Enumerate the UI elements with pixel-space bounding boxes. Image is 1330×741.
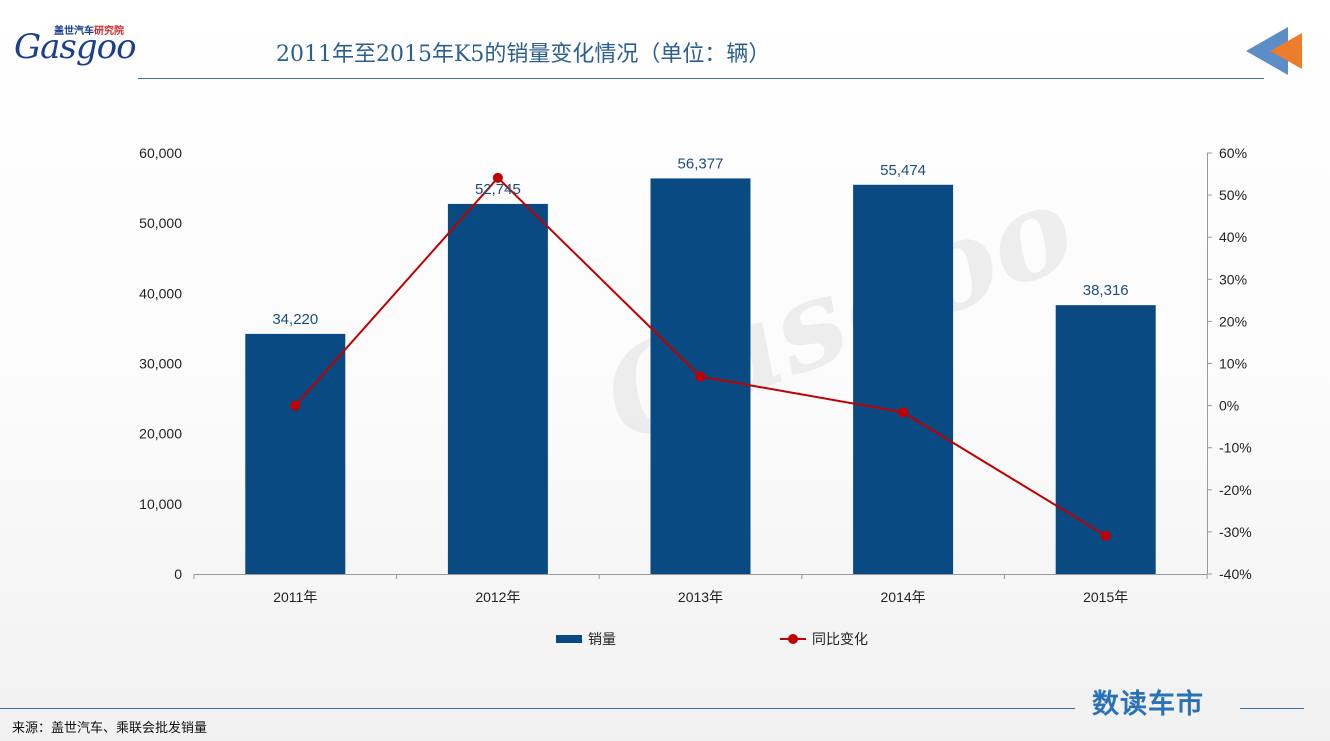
y-right-tick-label: 50% — [1219, 187, 1247, 203]
legend-line-label: 同比变化 — [812, 631, 868, 647]
yoy-point — [290, 400, 301, 411]
logo-cn-text: 盖世汽车研究院 — [54, 26, 124, 37]
legend-line-marker — [788, 634, 798, 644]
footer-divider-right — [1240, 708, 1304, 709]
x-tick-label: 2011年 — [273, 589, 317, 605]
bar-value-label: 38,316 — [1083, 282, 1129, 299]
corner-arrow-icon — [1246, 27, 1302, 75]
x-tick-label: 2014年 — [881, 589, 926, 605]
y-left-tick-label: 10,000 — [139, 496, 182, 512]
y-left-tick-label: 50,000 — [139, 215, 182, 231]
bar-1 — [447, 203, 548, 574]
y-right-tick-label: -10% — [1219, 440, 1252, 456]
yoy-point — [695, 371, 706, 382]
logo-brand: Gasgoo — [14, 27, 137, 67]
bar-value-label: 56,377 — [678, 155, 724, 172]
y-right-tick-label: 40% — [1219, 229, 1247, 245]
gasgoo-logo: 盖世汽车研究院 Gasgoo — [14, 22, 144, 68]
source-note: 来源：盖世汽车、乘联会批发销量 — [12, 721, 208, 736]
y-right-tick-label: -40% — [1219, 566, 1252, 582]
bar-0 — [245, 333, 346, 574]
footer-brand: 数读车市 — [1092, 689, 1204, 720]
y-right-tick-label: 60% — [1219, 145, 1247, 161]
bar-3 — [853, 184, 954, 574]
legend-bar-swatch — [556, 635, 582, 643]
title-divider — [138, 78, 1264, 79]
bar-value-label: 52,745 — [475, 181, 521, 198]
y-left-tick-label: 20,000 — [139, 426, 182, 442]
bar-value-label: 34,220 — [272, 311, 318, 328]
y-right-tick-label: 0% — [1219, 398, 1239, 414]
footer-divider-left — [0, 708, 1075, 709]
legend-bar-label: 销量 — [588, 631, 616, 647]
yoy-point — [492, 172, 503, 183]
x-tick-label: 2013年 — [678, 589, 723, 605]
page-title: 2011年至2015年K5的销量变化情况（单位：辆） — [276, 42, 771, 67]
y-right-tick-label: 10% — [1219, 356, 1247, 372]
y-left-tick-label: 40,000 — [139, 285, 182, 301]
y-right-tick-label: 20% — [1219, 313, 1247, 329]
x-tick-label: 2012年 — [475, 589, 520, 605]
y-left-tick-label: 30,000 — [139, 356, 182, 372]
yoy-point — [898, 407, 909, 418]
y-right-tick-label: 30% — [1219, 271, 1247, 287]
y-right-tick-label: -30% — [1219, 524, 1252, 540]
y-right-tick-label: -20% — [1219, 482, 1252, 498]
yoy-point — [1100, 530, 1111, 541]
y-left-tick-label: 60,000 — [139, 145, 182, 161]
bar-4 — [1055, 305, 1156, 574]
x-tick-label: 2015年 — [1083, 589, 1128, 605]
y-left-tick-label: 0 — [174, 566, 182, 582]
bar-value-label: 55,474 — [880, 162, 926, 179]
